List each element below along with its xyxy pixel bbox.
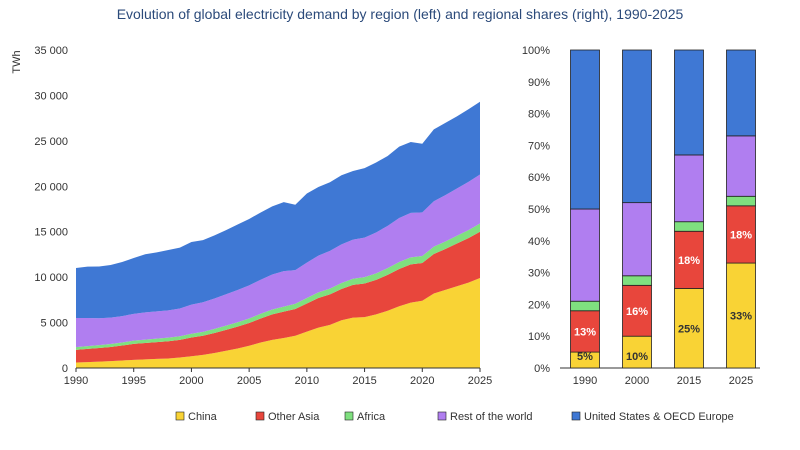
x-category-label: 2025	[729, 375, 753, 387]
bar-segment-africa	[674, 221, 704, 232]
area-series-united-states-oecd-europe	[76, 101, 480, 319]
x-tick-label: 1990	[64, 375, 88, 387]
legend-label: Other Asia	[268, 411, 320, 423]
area-series-other-asia	[76, 231, 480, 363]
bar-segment-china	[674, 288, 704, 369]
bar-data-label: 5%	[577, 351, 593, 363]
x-category-label: 1990	[573, 375, 597, 387]
y-tick-label: 20%	[528, 299, 550, 311]
y-tick-label: 70%	[528, 140, 550, 152]
y-tick-label: 90%	[528, 77, 550, 89]
y-tick-label: 10 000	[34, 272, 68, 284]
x-tick-label: 1995	[121, 375, 145, 387]
bar-segment-china	[726, 262, 756, 369]
bar-data-label: 18%	[678, 255, 700, 267]
bar-data-label: 18%	[730, 229, 752, 241]
bar-segment-united-states-oecd-europe	[726, 49, 756, 137]
bar-data-label: 33%	[730, 311, 752, 323]
y-tick-label: 30 000	[34, 90, 68, 102]
legend-label: United States & OECD Europe	[584, 411, 734, 423]
legend-swatch-china	[175, 411, 185, 421]
bar-segment-africa	[726, 195, 756, 207]
legend-swatch-united-states-oecd-europe	[571, 411, 581, 421]
area-series-rest-of-the-world	[76, 174, 480, 348]
legend: China Other Asia Africa Rest of the world Un…	[175, 411, 734, 423]
y-tick-label: 5 000	[40, 318, 68, 330]
y-tick-label: 20 000	[34, 181, 68, 193]
y-tick-label: 25 000	[34, 136, 68, 148]
page-title: Evolution of global electricity demand b…	[116, 6, 684, 22]
y-tick-label: 60%	[528, 172, 550, 184]
x-category-label: 2000	[625, 375, 649, 387]
stacked-percent-bar-chart: 0% 10% 20% 30% 40% 50% 60% 70% 80% 90% 100% 5% 13% 19…	[522, 45, 760, 387]
x-tick-label: 2010	[295, 375, 319, 387]
y-tick-label: 80%	[528, 109, 550, 121]
area-series-china	[76, 278, 480, 368]
bar-segment-other-asia	[726, 205, 756, 264]
x-tick-label: 2000	[179, 375, 203, 387]
y-tick-label: 10%	[528, 331, 550, 343]
bar-data-label: 10%	[626, 351, 648, 363]
bar-segment-africa	[622, 275, 652, 286]
bar-data-label: 25%	[678, 323, 700, 335]
y-tick-label: 100%	[522, 45, 550, 57]
bar-segment-united-states-oecd-europe	[674, 49, 704, 156]
x-tick-label: 2020	[410, 375, 434, 387]
x-tick-label: 2015	[352, 375, 376, 387]
legend-label: Africa	[357, 411, 386, 423]
bar-segment-africa	[570, 300, 600, 312]
y-tick-label: 40%	[528, 236, 550, 248]
y-tick-label: 15 000	[34, 227, 68, 239]
legend-swatch-rest-of-the-world	[437, 411, 447, 421]
legend-swatch-other-asia	[255, 411, 265, 421]
bar-segment-united-states-oecd-europe	[622, 49, 652, 204]
bar-segment-other-asia	[570, 310, 600, 353]
legend-label: Rest of the world	[450, 411, 533, 423]
x-tick-label: 2025	[468, 375, 492, 387]
x-category-label: 2015	[677, 375, 701, 387]
legend-label: China	[188, 411, 218, 423]
bar-segment-united-states-oecd-europe	[570, 49, 600, 210]
y-tick-label: 30%	[528, 268, 550, 280]
bar-data-label: 13%	[574, 326, 596, 338]
y-tick-label: 0%	[534, 363, 550, 375]
legend-swatch-africa	[344, 411, 354, 421]
bar-segment-rest-of-the-world	[726, 135, 756, 197]
y-tick-label: 0	[62, 363, 68, 375]
y-axis-label: TWh	[11, 50, 23, 73]
bar-segment-other-asia	[622, 284, 652, 337]
y-tick-label: 35 000	[34, 45, 68, 57]
x-tick-label: 2005	[237, 375, 261, 387]
bar-segment-china	[622, 335, 652, 369]
bar-data-label: 16%	[626, 306, 648, 318]
bar-segment-rest-of-the-world	[674, 154, 704, 223]
bar-segment-rest-of-the-world	[622, 202, 652, 277]
y-tick-label: 50%	[528, 204, 550, 216]
bar-segment-other-asia	[674, 230, 704, 289]
bar-segment-rest-of-the-world	[570, 208, 600, 302]
area-chart: 1990 1995 2000 2005 2010 2015 2020 2025 0 5 000 10…	[11, 45, 492, 387]
